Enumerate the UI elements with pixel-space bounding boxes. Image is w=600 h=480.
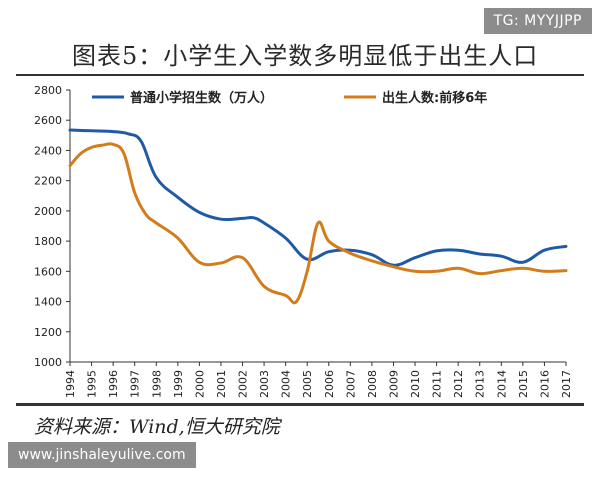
x-tick-label: 2015 (517, 370, 530, 398)
x-tick-label: 2002 (237, 370, 250, 398)
y-tick-label: 2000 (34, 205, 62, 218)
x-tick-label: 2011 (431, 370, 444, 398)
y-tick-label: 2800 (34, 84, 62, 97)
chart-legend: 普通小学招生数（万人） 出生人数:前移6年 (92, 90, 487, 106)
x-tick-label: 1998 (150, 370, 163, 398)
footer-divider (16, 403, 584, 406)
x-tick-label: 2017 (560, 370, 573, 398)
y-tick-label: 1800 (34, 235, 62, 248)
x-tick-label: 2004 (280, 370, 293, 398)
x-tick-label: 1994 (64, 370, 77, 398)
chart-series (68, 128, 568, 305)
y-tick-label: 2200 (34, 175, 62, 188)
y-tick-label: 2600 (34, 114, 62, 127)
x-tick-label: 2006 (323, 370, 336, 398)
x-tick-label: 2007 (344, 370, 357, 398)
x-tick-label: 1996 (107, 370, 120, 398)
chart-title: 图表5：小学生入学数多明显低于出生人口 (72, 42, 539, 70)
y-tick-label: 1600 (34, 265, 62, 278)
x-tick-label: 2003 (258, 370, 271, 398)
legend-label-1: 出生人数:前移6年 (382, 90, 487, 106)
y-tick-label: 1200 (34, 326, 62, 339)
x-tick-label: 1995 (86, 370, 99, 398)
x-tick-label: 2013 (474, 370, 487, 398)
x-tick-label: 2016 (538, 370, 551, 398)
x-tick-label: 2012 (452, 370, 465, 398)
x-tick-label: 2000 (193, 370, 206, 398)
chart-axes: 1000 1200 1400 1600 1800 2000 2200 2400 2600 2800… (34, 84, 573, 398)
watermark-top: TG: MYYJJPP (483, 8, 592, 34)
y-tick-label: 1400 (34, 296, 62, 309)
x-tick-label: 2001 (215, 370, 228, 398)
x-tick-label: 2010 (409, 370, 422, 398)
x-tick-label: 1997 (129, 370, 142, 398)
x-tick-label: 2009 (387, 370, 400, 398)
legend-label-0: 普通小学招生数（万人） (130, 90, 273, 106)
title-divider (16, 74, 584, 76)
series-line-0 (68, 128, 568, 267)
series-line-1 (68, 142, 568, 305)
y-tick-label: 2400 (34, 144, 62, 157)
x-tick-label: 2005 (301, 370, 314, 398)
x-tick-label: 2008 (366, 370, 379, 398)
x-tick-label: 1999 (172, 370, 185, 398)
y-tick-label: 1000 (34, 356, 62, 369)
x-tick-label: 2014 (495, 370, 508, 398)
watermark-bottom: www.jinshaleyulive.com (8, 442, 196, 468)
source-note: 资料来源：Wind,恒大研究院 (34, 416, 280, 438)
